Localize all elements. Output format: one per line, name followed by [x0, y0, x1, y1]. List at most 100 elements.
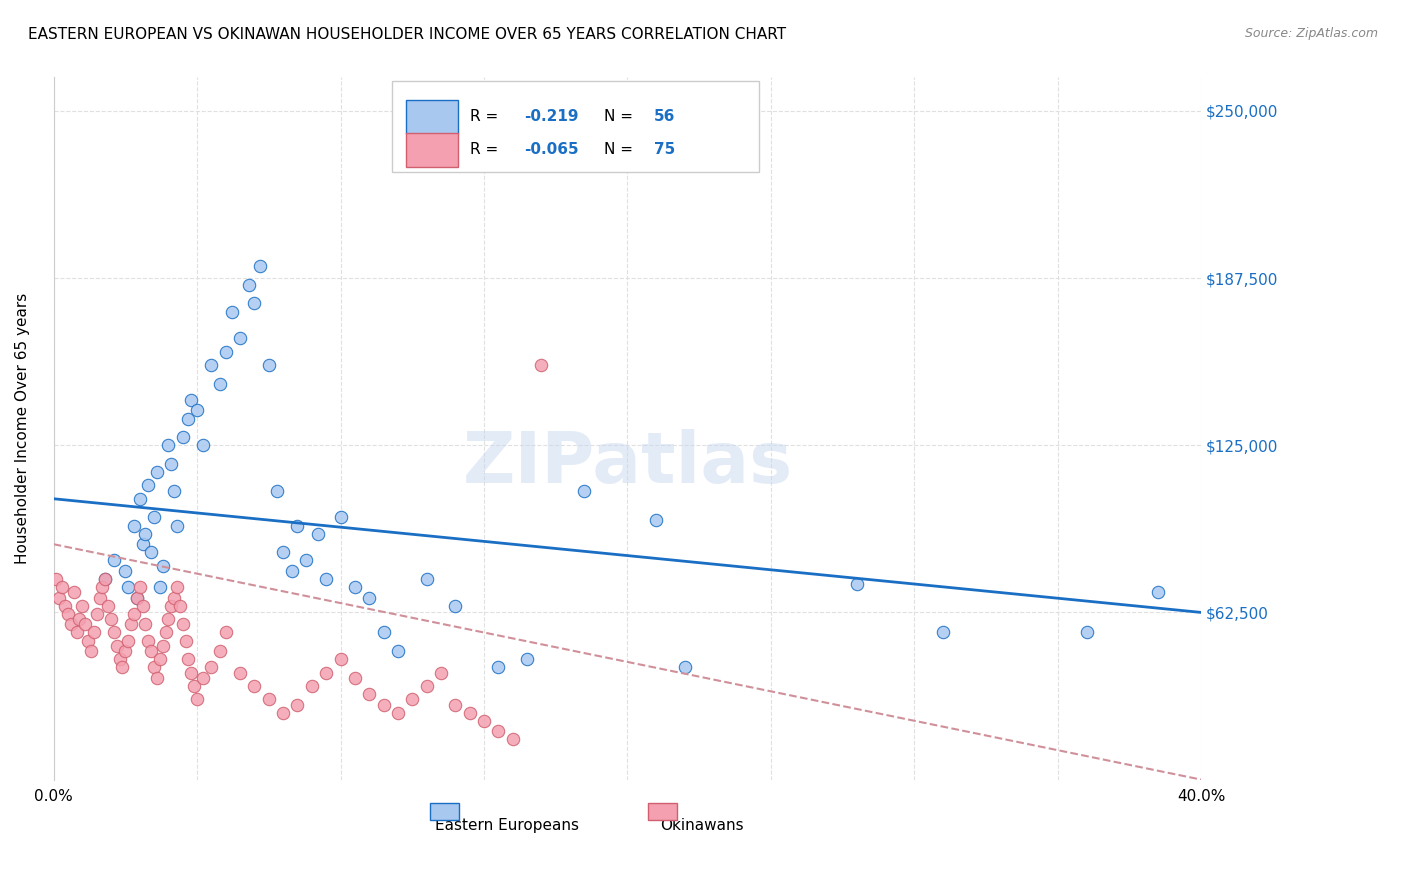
Point — [56, 607, 79, 621]
Text: R =: R = — [470, 142, 503, 157]
Point — [200, 358, 222, 372]
Point — [160, 457, 183, 471]
Point — [53, 599, 76, 613]
Point — [149, 580, 172, 594]
Text: -0.219: -0.219 — [524, 109, 579, 124]
Point — [1147, 585, 1170, 599]
Point — [229, 665, 252, 680]
Point — [343, 671, 366, 685]
Point — [673, 660, 696, 674]
Point — [117, 580, 139, 594]
Point — [486, 724, 509, 739]
FancyBboxPatch shape — [406, 133, 457, 167]
Point — [238, 277, 260, 292]
Point — [89, 591, 111, 605]
Point — [301, 679, 323, 693]
Point — [172, 617, 194, 632]
Point — [143, 510, 166, 524]
Point — [180, 392, 202, 407]
Point — [75, 617, 97, 632]
Point — [103, 625, 125, 640]
Point — [86, 607, 108, 621]
Point — [146, 671, 169, 685]
Point — [94, 572, 117, 586]
Point — [128, 491, 150, 506]
Point — [97, 599, 120, 613]
Point — [243, 296, 266, 310]
Point — [932, 625, 955, 640]
Point — [271, 545, 294, 559]
Point — [307, 526, 329, 541]
Point — [257, 358, 280, 372]
Point — [183, 679, 205, 693]
Point — [67, 612, 90, 626]
Point — [157, 438, 180, 452]
Point — [281, 564, 304, 578]
Point — [103, 553, 125, 567]
Point — [91, 580, 114, 594]
Point — [458, 706, 481, 720]
Point — [125, 591, 148, 605]
Point — [315, 572, 337, 586]
Point — [157, 612, 180, 626]
Point — [65, 625, 87, 640]
Point — [155, 625, 177, 640]
Point — [257, 692, 280, 706]
Point — [846, 577, 869, 591]
Point — [186, 692, 208, 706]
Point — [169, 599, 191, 613]
Point — [166, 518, 188, 533]
Point — [243, 679, 266, 693]
Point — [48, 591, 70, 605]
Point — [134, 617, 156, 632]
Point — [186, 403, 208, 417]
Point — [472, 714, 495, 728]
Point — [136, 478, 159, 492]
Point — [174, 633, 197, 648]
Point — [128, 580, 150, 594]
Point — [152, 558, 174, 573]
FancyBboxPatch shape — [392, 81, 759, 172]
Text: N =: N = — [605, 109, 638, 124]
Point — [77, 633, 100, 648]
Point — [208, 376, 231, 391]
Point — [114, 564, 136, 578]
Point — [152, 639, 174, 653]
Point — [108, 652, 131, 666]
Point — [444, 599, 467, 613]
Point — [94, 572, 117, 586]
Point — [315, 665, 337, 680]
FancyBboxPatch shape — [430, 803, 458, 821]
Point — [444, 698, 467, 712]
Point — [125, 591, 148, 605]
Text: 75: 75 — [654, 142, 675, 157]
Point — [172, 430, 194, 444]
Point — [180, 665, 202, 680]
Point — [295, 553, 318, 567]
Point — [146, 465, 169, 479]
FancyBboxPatch shape — [648, 803, 676, 821]
Point — [163, 483, 186, 498]
Point — [134, 526, 156, 541]
Point — [502, 732, 524, 747]
Point — [373, 698, 395, 712]
Point — [516, 652, 538, 666]
Point — [120, 617, 142, 632]
Point — [287, 698, 309, 712]
Point — [141, 545, 163, 559]
Point — [122, 607, 145, 621]
Point — [166, 580, 188, 594]
Text: ZIPatlas: ZIPatlas — [463, 429, 793, 498]
Point — [249, 259, 271, 273]
Point — [163, 591, 186, 605]
Y-axis label: Householder Income Over 65 years: Householder Income Over 65 years — [15, 293, 30, 564]
Point — [149, 652, 172, 666]
Point — [415, 679, 437, 693]
Text: Okinawans: Okinawans — [661, 818, 744, 833]
Point — [72, 599, 94, 613]
Point — [208, 644, 231, 658]
Point — [141, 644, 163, 658]
Point — [329, 510, 352, 524]
Point — [177, 411, 200, 425]
Point — [387, 644, 409, 658]
